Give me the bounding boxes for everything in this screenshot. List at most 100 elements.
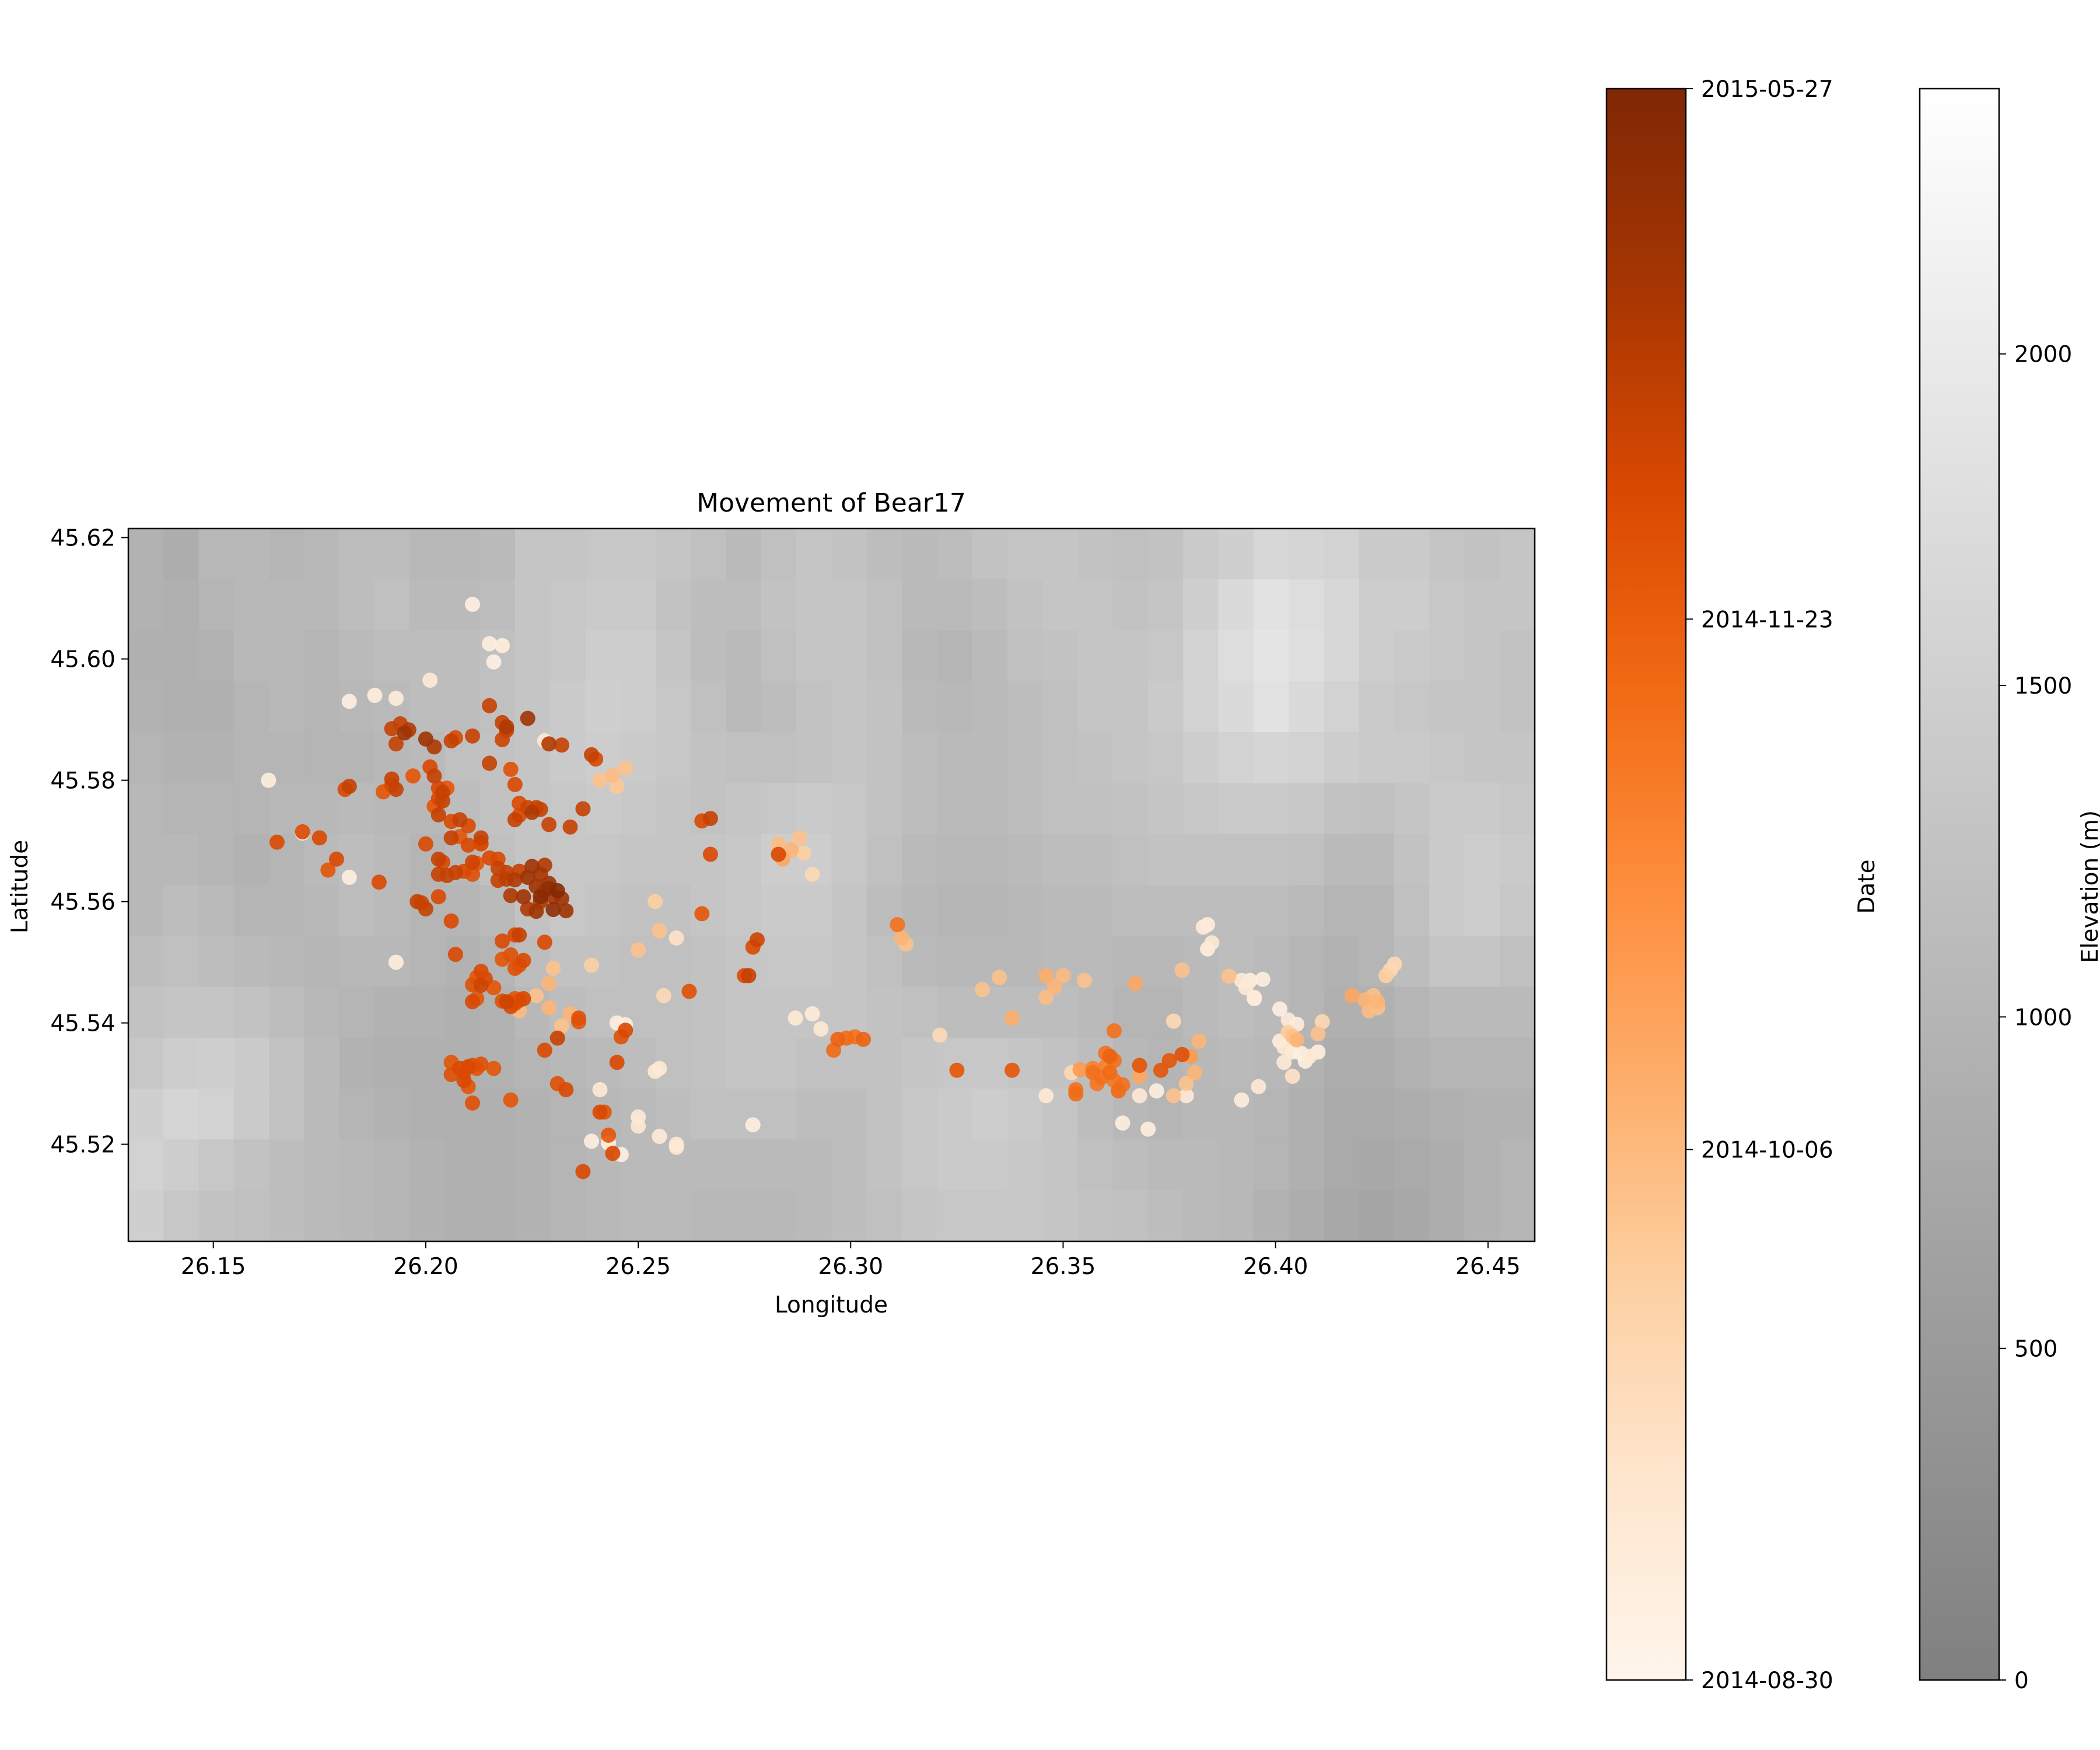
heatmap-cell — [233, 936, 270, 988]
heatmap-cell — [796, 681, 832, 733]
x-axis-ticks: 26.15 26.20 26.25 26.30 26.35 26.40 26.45 — [181, 1241, 1521, 1280]
heatmap-cell — [1324, 885, 1360, 937]
heatmap-cell — [726, 834, 762, 886]
elevation-tick-label: 2000 — [2014, 342, 2072, 368]
heatmap-cell — [1464, 1139, 1500, 1191]
heatmap-cell — [198, 1139, 235, 1191]
heatmap-cell — [866, 732, 902, 784]
heatmap-cell — [163, 936, 200, 988]
location-point — [575, 801, 591, 817]
heatmap-cell — [1394, 986, 1430, 1038]
heatmap-cell — [1112, 885, 1149, 937]
location-point — [528, 988, 544, 1003]
heatmap-cell — [1464, 783, 1500, 835]
location-point — [367, 688, 383, 703]
heatmap-cell — [374, 1190, 410, 1241]
heatmap-cell — [1077, 783, 1114, 835]
heatmap-cell — [198, 1037, 235, 1089]
heatmap-cell — [515, 1139, 551, 1191]
location-point — [507, 776, 523, 792]
heatmap-cell — [480, 1139, 516, 1191]
heatmap-cell — [1183, 528, 1219, 580]
location-point — [503, 888, 519, 904]
heatmap-cell — [1042, 885, 1079, 937]
location-point — [418, 901, 433, 917]
heatmap-cell — [1429, 986, 1465, 1038]
heatmap-cell — [620, 834, 656, 886]
heatmap-cell — [902, 1139, 938, 1191]
location-point — [295, 824, 310, 839]
heatmap-cell — [761, 1037, 797, 1089]
heatmap-cell — [1289, 783, 1325, 835]
heatmap-cell — [198, 1088, 235, 1140]
location-point — [516, 991, 531, 1006]
heatmap-cell — [972, 1190, 1008, 1241]
heatmap-cell — [902, 1037, 938, 1089]
location-point — [558, 1082, 574, 1097]
location-point — [631, 942, 646, 958]
heatmap-cell — [796, 630, 832, 682]
heatmap-cell — [1148, 1139, 1184, 1191]
heatmap-cell — [1359, 630, 1395, 682]
heatmap-cell — [691, 528, 727, 580]
heatmap-cell — [339, 1139, 375, 1191]
heatmap-cell — [1394, 885, 1430, 937]
heatmap-cell — [550, 834, 586, 886]
heatmap-cell — [1042, 681, 1079, 733]
heatmap-cell — [1007, 834, 1043, 886]
heatmap-cell — [233, 1139, 270, 1191]
x-axis-label: Longitude — [775, 1292, 888, 1318]
heatmap-cell — [304, 579, 340, 631]
heatmap-cell — [374, 986, 410, 1038]
heatmap-cell — [656, 579, 692, 631]
heatmap-cell — [128, 579, 164, 631]
heatmap-cell — [1148, 630, 1184, 682]
location-point — [652, 1060, 667, 1076]
heatmap-cell — [937, 936, 973, 988]
heatmap-cell — [128, 1139, 164, 1191]
heatmap-cell — [1359, 1088, 1395, 1140]
heatmap-cell — [866, 1088, 902, 1140]
location-point — [550, 883, 565, 898]
heatmap-cell — [656, 630, 692, 682]
heatmap-cell — [726, 579, 762, 631]
heatmap-cell — [1183, 834, 1219, 886]
heatmap-cell — [1042, 579, 1079, 631]
location-point — [418, 731, 433, 747]
heatmap-cell — [304, 986, 340, 1038]
heatmap-cell — [726, 630, 762, 682]
heatmap-cell — [691, 732, 727, 784]
location-point — [465, 728, 480, 744]
heatmap-cell — [1148, 986, 1184, 1038]
location-point — [473, 830, 489, 846]
location-point — [554, 737, 569, 753]
location-point — [796, 845, 812, 861]
heatmap-cell — [1289, 630, 1325, 682]
heatmap-cell — [1464, 1037, 1500, 1089]
heatmap-cell — [1359, 681, 1395, 733]
heatmap-cell — [128, 885, 164, 937]
heatmap-cell — [128, 834, 164, 886]
heatmap-cell — [1218, 579, 1254, 631]
location-point — [443, 913, 459, 929]
heatmap-cell — [1112, 681, 1149, 733]
location-point — [1276, 1055, 1292, 1070]
heatmap-cell — [831, 1139, 867, 1191]
location-point — [482, 755, 498, 771]
location-point — [605, 768, 621, 783]
heatmap-cell — [128, 681, 164, 733]
heatmap-cell — [233, 630, 270, 682]
heatmap-cell — [1464, 885, 1500, 937]
location-point — [609, 1055, 625, 1070]
heatmap-cell — [1499, 528, 1535, 580]
location-point — [405, 768, 421, 784]
location-point — [1272, 1001, 1287, 1017]
heatmap-cell — [726, 681, 762, 733]
heatmap-cell — [374, 1088, 410, 1140]
y-axis-label: Latitude — [7, 840, 33, 934]
heatmap-cell — [1007, 732, 1043, 784]
location-point — [495, 638, 510, 653]
location-point — [524, 804, 540, 820]
heatmap-cell — [1077, 1139, 1114, 1191]
